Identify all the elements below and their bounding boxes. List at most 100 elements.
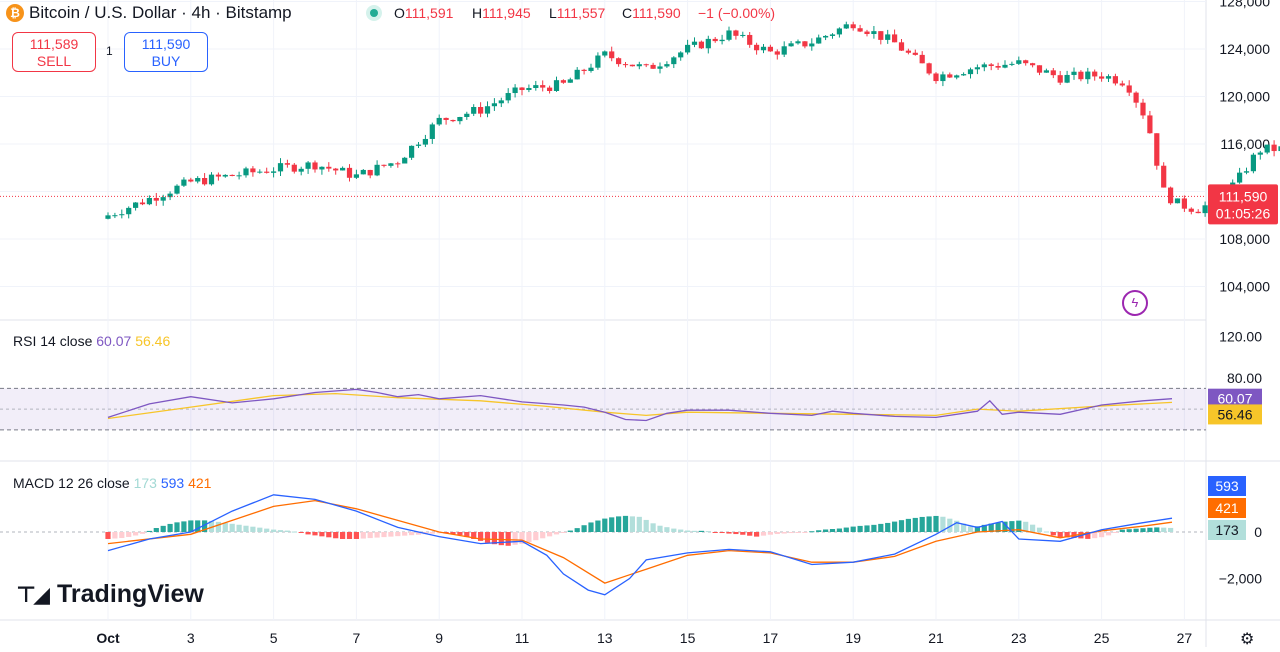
candle-body bbox=[1237, 172, 1243, 183]
macd-histogram-bar bbox=[484, 532, 491, 543]
candle-body bbox=[298, 168, 304, 172]
macd-line bbox=[107, 494, 1173, 596]
rsi-legend[interactable]: RSI 14 close 60.07 56.46 bbox=[13, 333, 170, 349]
candle-body bbox=[333, 168, 339, 171]
macd-histogram-bar bbox=[526, 532, 532, 543]
candle-body bbox=[229, 174, 235, 176]
candle-body bbox=[126, 207, 132, 215]
buy-button[interactable]: 111,590 BUY bbox=[124, 32, 208, 72]
macd-value-tag bbox=[1208, 476, 1246, 496]
candle-body bbox=[898, 42, 905, 51]
macd-histogram-bar bbox=[857, 525, 863, 532]
x-tick-label: 7 bbox=[353, 630, 361, 646]
candle-body bbox=[553, 80, 560, 91]
macd-histogram-bar bbox=[616, 516, 622, 532]
macd-histogram-bar bbox=[774, 532, 780, 535]
candle-body bbox=[1126, 85, 1132, 93]
candle-body bbox=[747, 34, 753, 45]
candle-body bbox=[705, 38, 711, 49]
macd-histogram-bar bbox=[126, 532, 132, 537]
macd-histogram-bar bbox=[698, 530, 704, 532]
x-tick-label: Oct bbox=[96, 630, 120, 646]
y-tick-label: 124,000 bbox=[1219, 41, 1270, 57]
x-tick-label: 25 bbox=[1094, 630, 1110, 646]
macd-histogram-bar bbox=[1030, 524, 1036, 532]
macd-histogram-bar bbox=[947, 518, 953, 532]
candle-body bbox=[167, 193, 173, 198]
candle-body bbox=[1133, 92, 1139, 103]
candle-body bbox=[202, 177, 208, 185]
candle-body bbox=[657, 66, 663, 69]
macd-histogram-bar bbox=[381, 532, 387, 538]
candle-body bbox=[1271, 144, 1277, 152]
candle-body bbox=[119, 214, 125, 216]
candle-body bbox=[974, 67, 980, 70]
candle-body bbox=[208, 174, 215, 185]
candle-body bbox=[995, 66, 1001, 68]
y-tick-label: 108,000 bbox=[1219, 231, 1270, 247]
macd-histogram-bar bbox=[208, 520, 215, 532]
macd-histogram-bar bbox=[229, 523, 235, 532]
macd-histogram-bar bbox=[498, 532, 504, 546]
macd-histogram-bar bbox=[602, 518, 608, 532]
macd-histogram-bar bbox=[954, 520, 960, 532]
rsi-legend-title: RSI 14 close bbox=[13, 333, 93, 349]
candle-body bbox=[139, 202, 146, 205]
candle-body bbox=[698, 41, 704, 49]
macd-histogram-bar bbox=[664, 527, 670, 532]
candle-body bbox=[1174, 198, 1181, 204]
macd-histogram-bar bbox=[512, 532, 518, 545]
settings-gear-icon[interactable]: ⚙ bbox=[1240, 631, 1255, 648]
macd-histogram-bar bbox=[747, 532, 753, 536]
candle-body bbox=[560, 80, 566, 83]
candle-body bbox=[195, 177, 201, 182]
macd-histogram-bar bbox=[940, 516, 946, 532]
macd-histogram-bar bbox=[767, 532, 773, 535]
candle-body bbox=[512, 87, 518, 94]
macd-histogram-bar bbox=[346, 532, 353, 539]
candle-body bbox=[816, 37, 822, 44]
macd-histogram-bar bbox=[967, 526, 974, 532]
macd-histogram-bar bbox=[705, 531, 711, 533]
candle-body bbox=[1119, 83, 1125, 86]
macd-histogram-bar bbox=[312, 532, 318, 536]
macd-signal-legend-value: 421 bbox=[188, 475, 212, 491]
macd-histogram-bar bbox=[905, 518, 911, 532]
candle-body bbox=[636, 64, 642, 67]
candle-body bbox=[346, 167, 353, 178]
alert-bolt-icon[interactable]: ϟ bbox=[1122, 290, 1148, 316]
macd-histogram-bar bbox=[153, 528, 159, 532]
candle-body bbox=[602, 51, 608, 56]
candle-body bbox=[402, 157, 408, 164]
candle-body bbox=[719, 39, 725, 42]
candle-body bbox=[1078, 71, 1084, 80]
macd-histogram-bar bbox=[988, 523, 994, 532]
macd-histogram-bar bbox=[202, 520, 208, 532]
ohlc-low: L111,557 bbox=[549, 5, 606, 21]
macd-histogram-bar bbox=[1119, 529, 1125, 532]
macd-histogram-bar bbox=[491, 532, 497, 545]
symbol-title[interactable]: Bitcoin / U.S. Dollar · 4h · Bitstamp bbox=[29, 3, 292, 22]
candle-body bbox=[1057, 75, 1063, 83]
macd-histogram-bar bbox=[850, 526, 856, 532]
macd-histogram-bar bbox=[250, 526, 256, 532]
rsi-line bbox=[107, 388, 1173, 422]
candle-body bbox=[443, 117, 449, 120]
candle-body bbox=[712, 38, 718, 42]
candle-body bbox=[264, 171, 270, 173]
macd-histogram-bar bbox=[298, 532, 304, 534]
candle-body bbox=[526, 87, 532, 91]
macd-histogram-bar bbox=[926, 516, 932, 532]
macd-histogram-bar bbox=[657, 525, 663, 532]
last-price-tag bbox=[1208, 184, 1278, 225]
candle-body bbox=[1112, 76, 1118, 84]
macd-legend[interactable]: MACD 12 26 close 173 593 421 bbox=[13, 475, 211, 491]
macd-histogram-bar bbox=[547, 532, 553, 537]
candle-body bbox=[505, 93, 511, 101]
rsi-value-label: 60.07 bbox=[1217, 391, 1252, 407]
x-tick-label: 5 bbox=[270, 630, 278, 646]
macd-histogram-bar bbox=[560, 532, 566, 533]
sell-button[interactable]: 111,589 SELL bbox=[12, 32, 96, 72]
